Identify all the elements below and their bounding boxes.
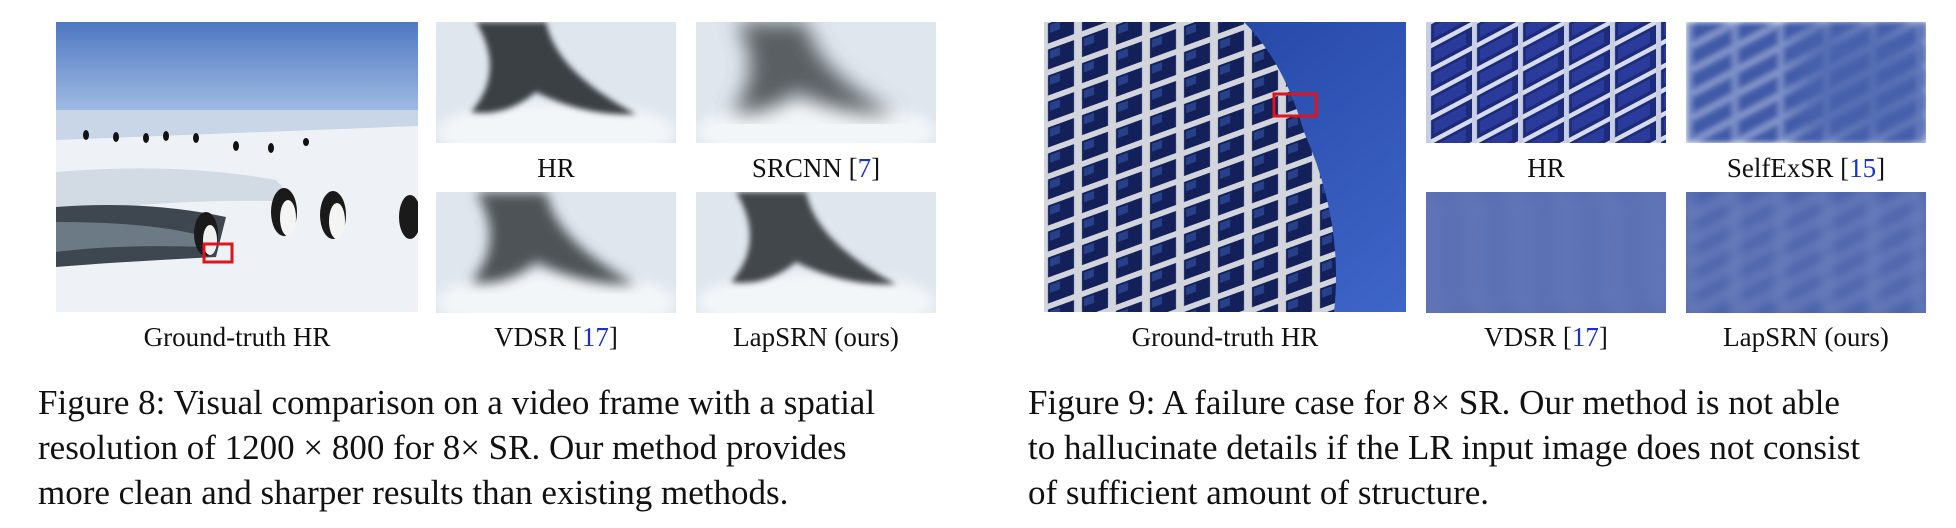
fig8-vdsr-crop	[436, 192, 676, 313]
fig8-ground-truth-label: Ground-truth HR	[143, 322, 331, 352]
fig9-vdsr-label: VDSR [17]	[1484, 322, 1608, 352]
fig9-caption: Figure 9: A failure case for 8× SR. Our …	[1028, 380, 1860, 515]
fig9-selfexsr-label: SelfExSR [15]	[1726, 153, 1886, 183]
fig8-vdsr-label: VDSR [17]	[494, 322, 618, 352]
fig9-vdsr-crop	[1426, 192, 1666, 313]
fig8-caption-line: more clean and sharper results than exis…	[38, 473, 789, 512]
fig8-srcnn-citation[interactable]: 7	[857, 153, 872, 183]
fig8-hr-crop	[436, 22, 676, 143]
fig9-caption-line: Figure 9: A failure case for 8× SR. Our …	[1028, 383, 1840, 422]
fig8-hr-label: HR	[537, 153, 575, 183]
fig8-ground-truth-image	[56, 22, 418, 312]
fig9-ground-truth-image	[1044, 22, 1406, 312]
fig9-vdsr-citation[interactable]: 17	[1571, 322, 1599, 352]
fig8-lapsrn-label: LapSRN (ours)	[733, 322, 899, 352]
fig9-caption-line: of sufficient amount of structure.	[1028, 473, 1490, 512]
fig9-lapsrn-crop	[1686, 192, 1926, 313]
fig9-selfexsr-crop	[1686, 22, 1926, 143]
fig8-lapsrn-crop	[696, 192, 936, 313]
fig9-hr-label: HR	[1527, 153, 1565, 183]
fig8-caption-line: resolution of 1200 × 800 for 8× SR. Our …	[38, 428, 847, 467]
fig9-lapsrn-label: LapSRN (ours)	[1723, 322, 1889, 352]
fig8-caption-line: Figure 8: Visual comparison on a video f…	[38, 383, 876, 422]
fig9-hr-crop	[1426, 22, 1666, 143]
fig8-vdsr-citation[interactable]: 17	[581, 322, 609, 352]
fig9-selfexsr-citation[interactable]: 15	[1849, 153, 1877, 183]
fig9-ground-truth-label: Ground-truth HR	[1131, 322, 1319, 352]
fig8-caption: Figure 8: Visual comparison on a video f…	[38, 380, 875, 515]
fig8-srcnn-label: SRCNN [7]	[751, 153, 881, 183]
fig8-srcnn-crop	[696, 22, 936, 143]
fig9-caption-line: to hallucinate details if the LR input i…	[1028, 428, 1861, 467]
